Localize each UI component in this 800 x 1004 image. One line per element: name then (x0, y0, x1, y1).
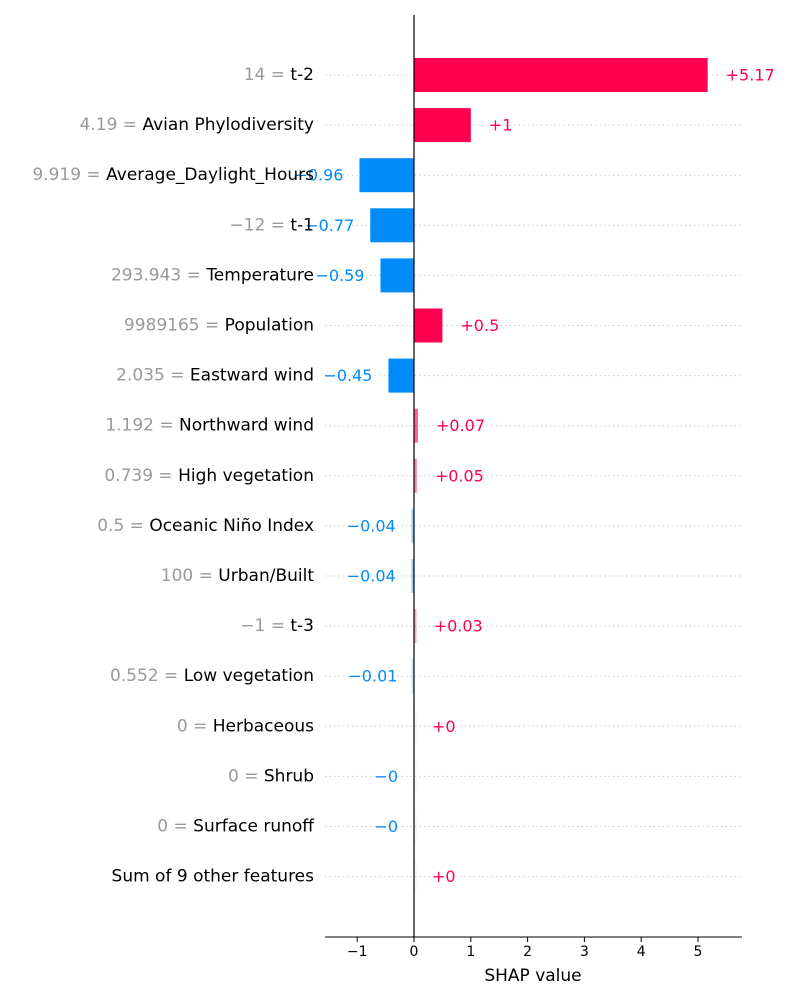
feature-value: 100 = (161, 566, 219, 586)
shap-bar (411, 508, 414, 543)
feature-label: 100 = Urban/Built (161, 566, 315, 586)
shap-bar (414, 859, 417, 894)
feature-name: Low vegetation (184, 666, 314, 686)
shap-value-label: −0.59 (315, 266, 364, 285)
feature-value: 9989165 = (124, 316, 225, 336)
shap-bar (370, 208, 414, 243)
feature-name: Northward wind (179, 416, 314, 436)
shap-value-label: +0 (432, 717, 456, 736)
shap-bar (414, 709, 417, 744)
feature-name: Avian Phylodiversity (142, 115, 314, 135)
feature-label: 0.739 = High vegetation (104, 466, 314, 486)
shap-value-label: −0.04 (347, 567, 396, 586)
shap-value-label: +5.17 (726, 66, 775, 85)
shap-bar (414, 108, 471, 143)
feature-name: Average_Daylight_Hours (106, 165, 314, 185)
feature-label: 4.19 = Avian Phylodiversity (80, 115, 314, 135)
shap-bar (414, 609, 417, 644)
feature-label: 2.035 = Eastward wind (116, 366, 314, 386)
feature-name: t-1 (290, 215, 314, 235)
feature-value: 9.919 = (32, 165, 106, 185)
x-tick-label: 2 (523, 944, 532, 960)
feature-label: Sum of 9 other features (112, 867, 315, 887)
feature-name: Herbaceous (213, 716, 314, 736)
feature-value: 2.035 = (116, 366, 190, 386)
feature-label: 293.943 = Temperature (111, 265, 314, 285)
grid-layer (325, 74, 742, 878)
x-tick-label: 1 (466, 944, 475, 960)
feature-value: 1.192 = (105, 416, 179, 436)
feature-label: 14 = t-2 (244, 65, 314, 85)
feature-name: Sum of 9 other features (112, 867, 315, 887)
feature-label: 1.192 = Northward wind (105, 416, 314, 436)
feature-value: −1 = (240, 616, 290, 636)
x-tick-label: 3 (580, 944, 589, 960)
feature-value: 0.739 = (104, 466, 178, 486)
shap-bar (380, 258, 414, 293)
feature-label: −12 = t-1 (229, 215, 314, 235)
feature-name: Population (225, 316, 314, 336)
feature-label: −1 = t-3 (240, 616, 314, 636)
shap-value-label: −0.01 (348, 667, 397, 686)
feature-label: 0.552 = Low vegetation (110, 666, 314, 686)
shap-value-label: +0.07 (436, 416, 485, 435)
feature-value: 0.552 = (110, 666, 184, 686)
feature-name: Surface runoff (193, 817, 315, 837)
x-tick-label: 0 (410, 944, 419, 960)
feature-value: 0 = (157, 817, 193, 837)
feature-name: High vegetation (178, 466, 314, 486)
bar-layer (359, 58, 708, 894)
shap-value-label: −0.77 (305, 216, 354, 235)
label-layer: +5.17 14 = t-2 +1 4.19 = Avian Phylodiversi… (32, 65, 774, 887)
feature-value: −12 = (229, 215, 290, 235)
x-tick-label: −1 (347, 944, 368, 960)
feature-label: 0 = Herbaceous (177, 716, 314, 736)
feature-name: Shrub (264, 766, 314, 786)
feature-name: Oceanic Niño Index (149, 516, 314, 536)
shap-value-label: −0 (374, 817, 398, 836)
feature-label: 0 = Surface runoff (157, 817, 315, 837)
feature-value: 0.5 = (97, 516, 149, 536)
shap-value-label: +0 (432, 867, 456, 886)
feature-value: 0 = (177, 716, 213, 736)
feature-name: Temperature (205, 265, 314, 285)
feature-label: 9.919 = Average_Daylight_Hours (32, 165, 314, 185)
shap-value-label: +1 (489, 116, 513, 135)
shap-value-label: +0.5 (460, 316, 499, 335)
shap-value-label: −0.45 (323, 366, 372, 385)
shap-bar (359, 158, 414, 193)
feature-name: Urban/Built (218, 566, 314, 586)
x-axis-label: SHAP value (484, 966, 581, 986)
shap-bar (414, 58, 708, 92)
shap-value-label: +0.03 (434, 617, 483, 636)
shap-bar (414, 308, 443, 343)
shap-bar (414, 458, 417, 493)
shap-value-label: −0 (374, 767, 398, 786)
shap-bar (414, 408, 418, 443)
shap-value-label: +0.05 (435, 466, 484, 485)
feature-name: t-3 (290, 616, 314, 636)
feature-label: 9989165 = Population (124, 316, 314, 336)
shap-bar (414, 759, 417, 794)
feature-value: 293.943 = (111, 265, 206, 285)
feature-label: 0.5 = Oceanic Niño Index (97, 516, 314, 536)
shap-bar (388, 358, 414, 393)
feature-value: 4.19 = (80, 115, 143, 135)
shap-value-label: −0.96 (294, 166, 343, 185)
shap-bar (411, 559, 414, 593)
x-axis: SHAP value −1 0 1 2 3 4 5 (325, 936, 742, 986)
shap-bar (414, 809, 417, 844)
feature-label: 0 = Shrub (228, 766, 314, 786)
feature-value: 14 = (244, 65, 291, 85)
x-tick-label: 4 (637, 944, 646, 960)
feature-name: t-2 (290, 65, 314, 85)
x-tick-label: 5 (694, 944, 703, 960)
shap-value-label: −0.04 (347, 516, 396, 535)
shap-bar (411, 659, 414, 694)
feature-name: Eastward wind (190, 366, 314, 386)
feature-value: 0 = (228, 766, 264, 786)
